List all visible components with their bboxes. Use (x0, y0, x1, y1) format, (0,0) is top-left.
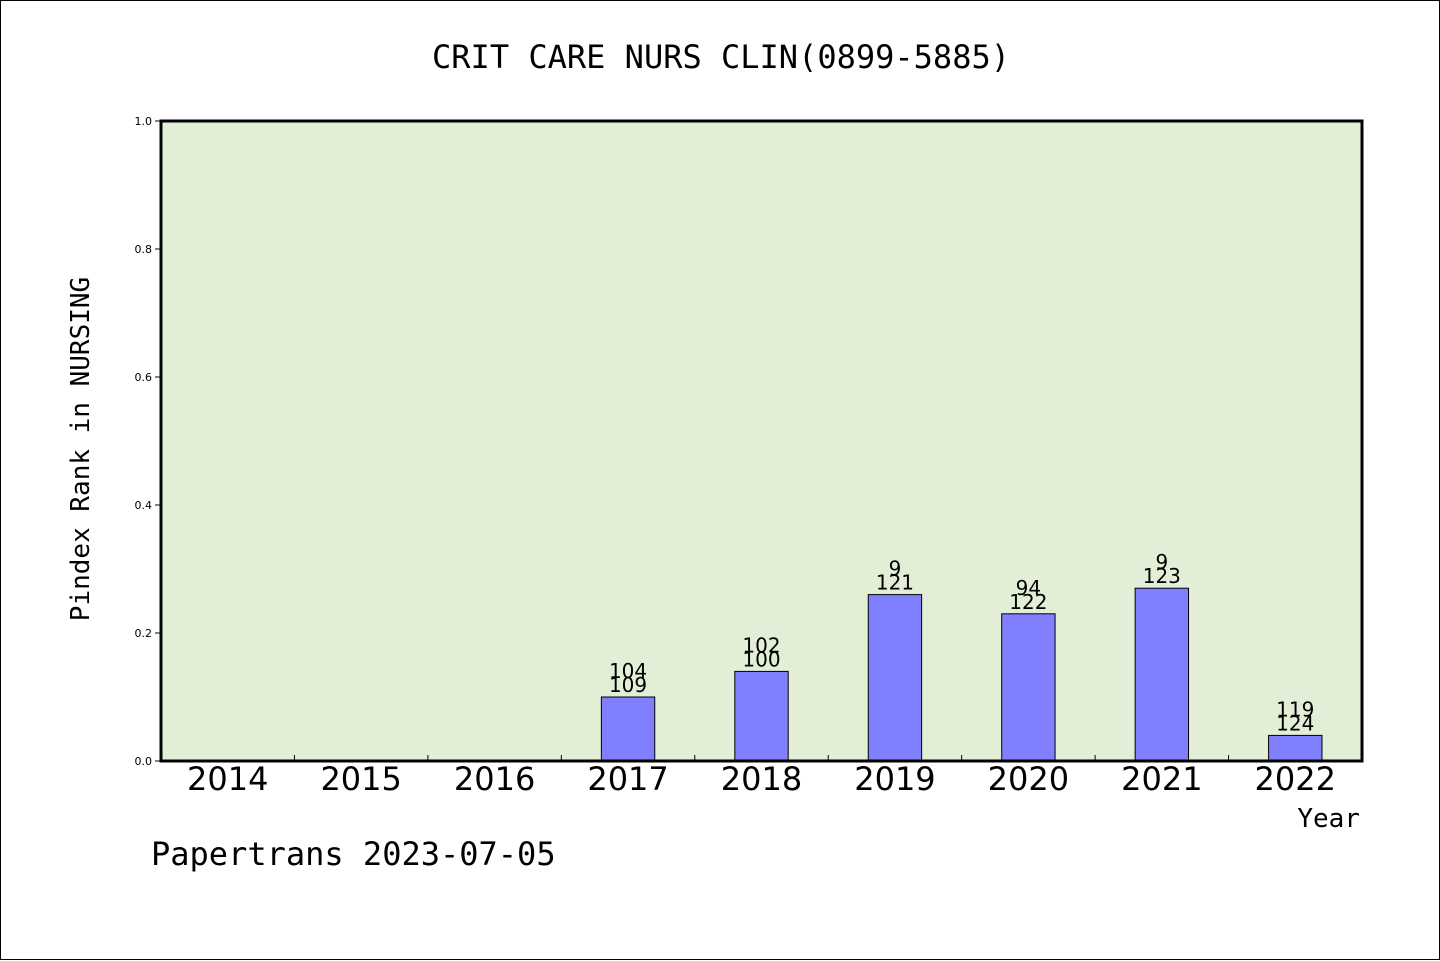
x-tick-label: 2018 (721, 760, 802, 798)
bar-label-bottom: 100 (742, 647, 780, 671)
bar-label-bottom: 122 (1009, 590, 1047, 614)
x-tick-label: 2022 (1255, 760, 1336, 798)
bar-label-top: 119 (1276, 697, 1314, 721)
x-tick-label: 2017 (587, 760, 668, 798)
bar-2021 (1134, 587, 1190, 762)
y-tick-label: 0.6 (135, 371, 153, 384)
bar-label-bottom: 109 (609, 673, 647, 697)
y-tick-label: 0.2 (135, 627, 153, 640)
chart-title: CRIT CARE NURS CLIN(0899-5885) (432, 38, 1010, 76)
x-tick-label: 2015 (320, 760, 401, 798)
x-tick-label: 2014 (187, 760, 268, 798)
bar-label-bottom: 123 (1143, 564, 1181, 588)
y-axis-label: Pindex Rank in NURSING (66, 277, 96, 621)
x-tick-label: 2016 (454, 760, 535, 798)
y-tick-label: 0.4 (135, 499, 153, 512)
bars-group (600, 587, 1323, 762)
bar-2018 (734, 670, 789, 762)
bar-2019 (867, 594, 923, 762)
y-tick-label: 0.0 (135, 755, 153, 768)
bar-2022 (1268, 734, 1323, 762)
bar-label-top: 102 (742, 633, 780, 657)
y-tick-label: 1.0 (135, 115, 153, 128)
bar-2017 (600, 696, 656, 762)
bar-label-bottom: 124 (1276, 711, 1314, 735)
bar-label-top: 104 (609, 659, 647, 683)
x-tick-label: 2020 (988, 760, 1069, 798)
plot-border (159, 119, 1364, 763)
x-axis-label: Year (1297, 804, 1360, 834)
bar-label-bottom: 121 (876, 571, 914, 595)
y-tick-label: 0.8 (135, 243, 153, 256)
x-axis: 2014 2015 2016 2017 2018 2019 2020 2021 2022 (187, 755, 1336, 798)
bar-2020 (1001, 613, 1056, 762)
x-tick-label: 2019 (854, 760, 935, 798)
y-axis: 0.0 0.2 0.4 0.6 0.8 1.0 (135, 115, 161, 768)
x-tick-label: 2021 (1121, 760, 1202, 798)
bar-label-top: 94 (1016, 576, 1041, 600)
watermark-text: Papertrans 2023-07-05 (151, 835, 556, 873)
bar-label-top: 9 (889, 557, 902, 581)
bar-label-top: 9 (1155, 550, 1168, 574)
